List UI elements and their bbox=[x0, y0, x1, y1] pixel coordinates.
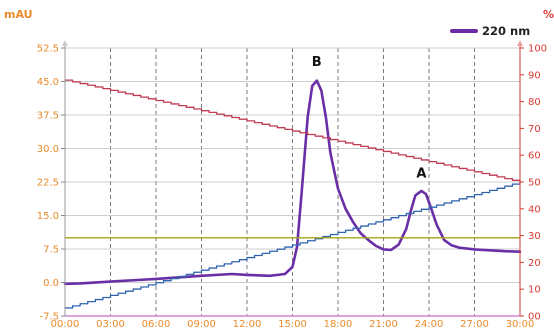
y-tick-label-right: 20 bbox=[528, 258, 541, 269]
x-tick-label: 24:00 bbox=[415, 319, 444, 329]
y-tick-label-right: 40 bbox=[528, 204, 541, 215]
y-tick-label-left: 37.5 bbox=[37, 111, 59, 122]
y-axis-left-arrow bbox=[62, 40, 68, 46]
y-tick-label-left: 52.5 bbox=[37, 44, 59, 55]
x-tick-label: 09:00 bbox=[187, 319, 216, 329]
y-tick-label-left: 7.5 bbox=[43, 245, 59, 256]
grid-layer bbox=[64, 47, 521, 317]
legend: 220 nm bbox=[450, 24, 530, 38]
legend-label-220nm: 220 nm bbox=[482, 24, 530, 38]
y-axis-label-left: mAU bbox=[4, 8, 33, 21]
peak-label: A bbox=[416, 167, 426, 182]
y-tick-label-left: 45.0 bbox=[37, 77, 59, 88]
y-tick-label-right: 60 bbox=[528, 151, 541, 162]
series-line-220nm bbox=[63, 79, 522, 286]
x-tick-label: 21:00 bbox=[369, 319, 398, 329]
y-tick-label-left: -7.5 bbox=[39, 312, 59, 323]
y-tick-label-right: 100 bbox=[528, 44, 547, 55]
x-tick-label: 15:00 bbox=[278, 319, 307, 329]
peak-label: B bbox=[312, 55, 322, 70]
y-tick-label-left: 0.0 bbox=[43, 278, 59, 289]
x-tick-label: 30:00 bbox=[506, 319, 535, 329]
y-tick-label-right: 70 bbox=[528, 124, 541, 135]
y-tick-label-right: 10 bbox=[528, 285, 541, 296]
series-line-1 bbox=[64, 79, 521, 183]
series-line-2 bbox=[64, 181, 521, 309]
x-tick-label: 06:00 bbox=[142, 319, 171, 329]
x-tick-label: 12:00 bbox=[233, 319, 262, 329]
y-tick-label-right: 80 bbox=[528, 97, 541, 108]
y-tick-label-left: 15.0 bbox=[37, 211, 59, 222]
axis-layer: mAU % 00:00 03:00 06:00 09:00 12:00 15:00 18:0… bbox=[4, 8, 554, 330]
y-tick-label-right: 30 bbox=[528, 231, 541, 242]
y-tick-label-right: 00 bbox=[528, 312, 541, 323]
x-tick-label: 18:00 bbox=[324, 319, 353, 329]
y-tick-label-left: 30.0 bbox=[37, 144, 59, 155]
y-tick-label-right: 50 bbox=[528, 178, 541, 189]
y-tick-label-right: 90 bbox=[528, 70, 541, 81]
x-tick-label: 00:00 bbox=[51, 319, 80, 329]
annotation-layer: BA bbox=[312, 55, 427, 182]
series-layer bbox=[63, 79, 522, 317]
x-tick-label: 03:00 bbox=[96, 319, 125, 329]
y-axis-right-arrow bbox=[517, 40, 523, 46]
y-tick-label-left: 22.5 bbox=[37, 178, 59, 189]
y-axis-label-right: % bbox=[543, 8, 554, 21]
x-tick-label: 27:00 bbox=[460, 319, 489, 329]
